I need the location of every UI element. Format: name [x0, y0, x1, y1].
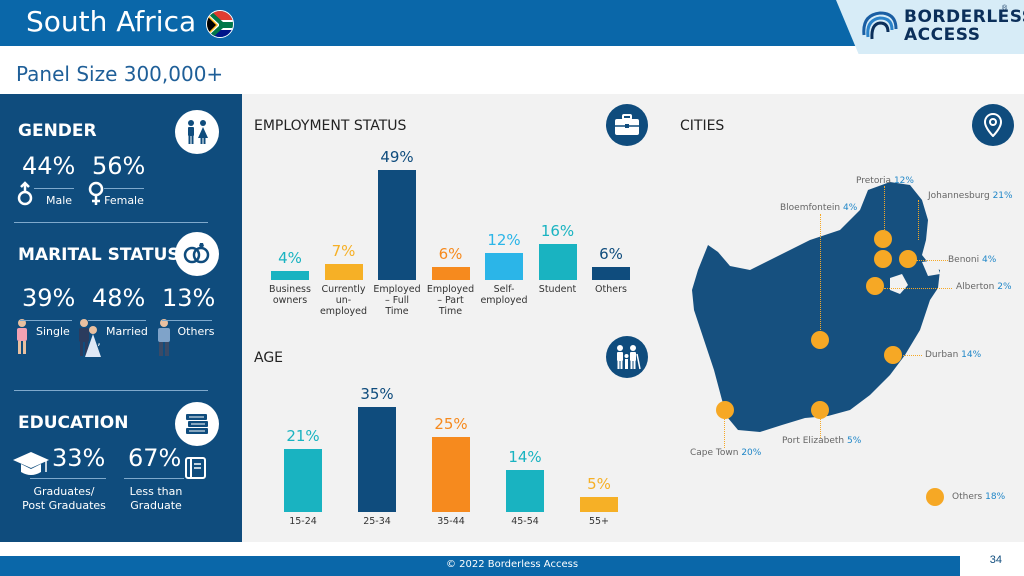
city-dot-port-elizabeth	[811, 401, 829, 419]
age-value-label-1: 35%	[360, 385, 394, 403]
married-percent: 48%	[92, 284, 146, 312]
single-percent: 39%	[22, 284, 76, 312]
borderless-logo-icon	[858, 5, 902, 47]
age-bar-0	[284, 449, 322, 512]
less-than-graduate-label: Less than Graduate	[129, 485, 183, 512]
married-couple-icon	[76, 318, 102, 363]
employment-value-label-6: 6%	[599, 244, 623, 263]
employment-value-label-2: 49%	[380, 147, 414, 166]
employment-bar-2	[378, 169, 416, 280]
age-bar-3	[506, 470, 544, 512]
others-label: Others	[177, 325, 215, 338]
city-dot-bloemfontein	[811, 331, 829, 349]
age-title: AGE	[254, 350, 284, 366]
book-icon	[184, 456, 208, 485]
age-value-label-3: 14%	[508, 448, 542, 466]
graduates-percent: 33%	[52, 444, 106, 472]
male-icon	[16, 181, 36, 212]
city-dot-johannesburg	[874, 250, 892, 268]
city-dot-benoni	[899, 250, 917, 268]
employment-value-label-3: 6%	[438, 244, 463, 263]
employment-bar-6	[592, 266, 630, 280]
employment-value-label-0: 4%	[278, 249, 302, 267]
city-label-cape-town: Cape Town 20%	[690, 448, 762, 458]
employment-category-label-3: Employed – Part Time	[426, 284, 475, 317]
others-person-icon	[156, 318, 172, 363]
employment-bar-3	[431, 266, 470, 280]
logo-text: BORDERLESS ACCESS	[904, 7, 1024, 45]
employment-bar-4	[485, 253, 523, 280]
footer-bar	[0, 556, 1024, 576]
city-label-alberton: Alberton 2%	[956, 282, 1012, 292]
education-title: EDUCATION	[18, 413, 129, 433]
age-category-label-3: 45-54	[511, 516, 539, 527]
employment-category-label-1: Currently un-employed	[319, 284, 368, 317]
age-category-label-1: 25-34	[363, 516, 391, 527]
age-category-label-0: 15-24	[289, 516, 317, 527]
male-label: Male	[45, 194, 73, 207]
page-title: South Africa	[26, 5, 197, 38]
city-dot-pretoria	[874, 230, 892, 248]
age-bar-4	[580, 497, 618, 512]
employment-category-label-6: Others	[595, 284, 627, 295]
page-number: 34	[989, 554, 1002, 566]
married-comma: ,	[97, 335, 101, 348]
south-africa-flag-icon	[206, 10, 234, 38]
panel-size-heading: Panel Size 300,000+	[16, 62, 224, 86]
age-value-label-2: 25%	[434, 415, 468, 433]
female-percent: 56%	[92, 152, 146, 180]
employment-status-title: EMPLOYMENT STATUS	[254, 118, 407, 134]
age-value-label-0: 21%	[286, 427, 320, 445]
employment-bar-5	[538, 244, 577, 280]
briefcase-icon	[606, 104, 648, 146]
city-label-durban: Durban 14%	[925, 350, 982, 360]
employment-value-label-4: 12%	[487, 231, 521, 249]
graduation-cap-icon	[12, 450, 50, 485]
cities-title: CITIES	[680, 118, 725, 134]
family-icon	[606, 336, 648, 378]
city-dot-cape-town	[716, 401, 734, 419]
employment-value-label-1: 7%	[331, 242, 356, 261]
location-pin-icon	[972, 104, 1014, 146]
city-dot-others	[926, 488, 944, 506]
marital-status-title: MARITAL STATUS	[18, 245, 180, 265]
people-icon	[175, 110, 219, 154]
single-label: Single	[36, 325, 70, 338]
city-label-bloemfontein: Bloemfontein 4%	[780, 203, 858, 213]
logo-registered-mark: ®	[1002, 5, 1008, 12]
employment-value-label-5: 16%	[540, 222, 575, 240]
city-dot-durban	[884, 346, 902, 364]
male-percent: 44%	[22, 152, 76, 180]
city-label-johannesburg: Johannesburg 21%	[928, 191, 1013, 201]
employment-bar-1	[324, 264, 363, 280]
city-label-benoni: Benoni 4%	[948, 255, 997, 265]
age-category-label-4: 55+	[588, 516, 610, 527]
female-icon	[86, 181, 106, 212]
less-than-graduate-percent: 67%	[128, 444, 182, 472]
city-label-others: Others 18%	[952, 492, 1006, 502]
married-label: Married	[106, 325, 148, 338]
page-number-box	[960, 548, 1024, 576]
rings-icon	[175, 232, 219, 276]
employment-category-label-4: Self-employed	[480, 284, 528, 306]
employment-category-label-5: Student	[538, 284, 577, 295]
employment-bar-0	[271, 271, 309, 280]
employment-category-label-2: Employed – Full Time	[373, 284, 421, 317]
female-label: Female	[104, 194, 144, 207]
age-bar-1	[358, 407, 396, 512]
city-label-pretoria: Pretoria 12%	[856, 176, 914, 186]
gender-title: GENDER	[18, 121, 97, 141]
city-label-port-elizabeth: Port Elizabeth 5%	[782, 436, 862, 446]
age-bar-2	[432, 437, 470, 512]
copyright-text: © 2022 Borderless Access	[445, 559, 579, 570]
city-dot-alberton	[866, 277, 884, 295]
others-percent: 13%	[162, 284, 216, 312]
single-person-icon	[14, 318, 30, 361]
age-value-label-4: 5%	[587, 475, 611, 493]
age-category-label-2: 35-44	[437, 516, 465, 527]
demographics-panel: GENDER 44% 56% Male Female MAR	[0, 94, 242, 542]
graduates-label: Graduates/ Post Graduates	[22, 485, 106, 512]
books-icon	[175, 402, 219, 446]
employment-category-label-0: Business owners	[269, 284, 311, 306]
